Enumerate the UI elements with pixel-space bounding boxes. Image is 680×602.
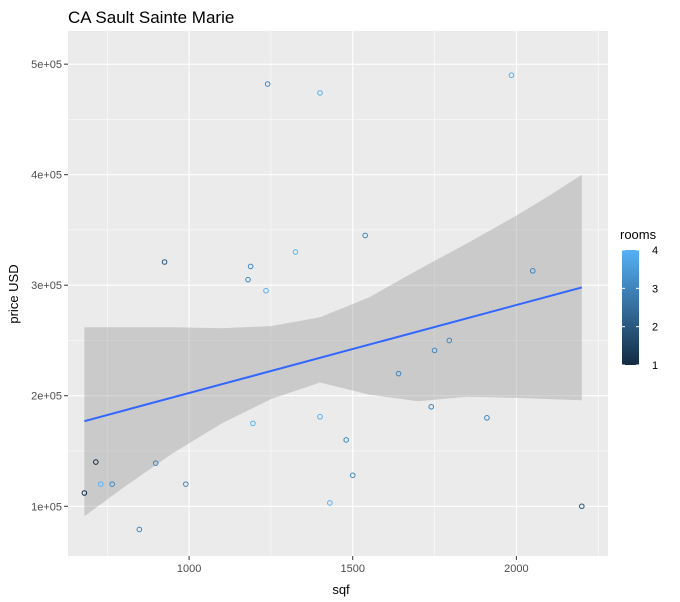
x-axis-title: sqf xyxy=(332,582,350,597)
legend-label: 2 xyxy=(652,322,658,334)
confidence-band xyxy=(84,174,582,517)
data-point xyxy=(263,287,269,294)
data-point xyxy=(161,259,168,265)
data-point xyxy=(245,276,251,283)
legend-ticks: 4 3 2 1 xyxy=(622,245,658,372)
data-point xyxy=(97,481,104,487)
data-point xyxy=(327,500,333,506)
legend-label: 3 xyxy=(652,283,658,295)
data-point xyxy=(93,459,99,465)
data-point xyxy=(250,420,256,427)
legend-title: rooms xyxy=(620,227,657,242)
legend-colorbar xyxy=(622,250,639,365)
y-axis-title: price USD xyxy=(6,264,21,323)
grid-minor xyxy=(68,31,608,556)
y-tick-label: 2e+05 xyxy=(31,391,62,403)
data-point xyxy=(428,403,435,410)
y-axis: 1e+05 2e+05 3e+05 4e+05 5e+05 xyxy=(31,59,68,513)
color-legend: rooms 4 3 2 1 xyxy=(620,227,658,372)
legend-label: 4 xyxy=(652,245,658,257)
data-point xyxy=(109,481,115,487)
data-point xyxy=(264,81,271,87)
y-tick-label: 1e+05 xyxy=(31,501,62,513)
x-tick-label: 1000 xyxy=(177,563,201,575)
data-point xyxy=(431,347,438,354)
x-axis: 1000 1500 2000 xyxy=(177,556,529,575)
data-point xyxy=(81,490,88,496)
data-points xyxy=(81,72,585,533)
y-tick-label: 3e+05 xyxy=(31,280,62,292)
plot-panel xyxy=(68,31,608,556)
data-point xyxy=(579,503,585,510)
data-point xyxy=(343,437,349,443)
y-tick-label: 4e+05 xyxy=(31,170,62,182)
legend-label: 1 xyxy=(652,360,658,372)
data-point xyxy=(183,481,189,487)
data-point xyxy=(317,90,323,96)
grid-major xyxy=(68,31,608,556)
data-point xyxy=(247,263,254,270)
y-tick-label: 5e+05 xyxy=(31,59,62,71)
data-point xyxy=(349,472,356,479)
regression-line xyxy=(84,286,583,423)
data-point xyxy=(446,337,453,344)
data-point xyxy=(152,460,159,466)
data-point xyxy=(395,370,402,377)
data-point xyxy=(136,526,143,533)
x-tick-label: 1500 xyxy=(340,563,364,575)
data-point xyxy=(484,415,490,421)
x-tick-label: 2000 xyxy=(504,563,528,575)
data-point xyxy=(529,268,536,274)
data-point xyxy=(292,249,299,255)
chart-title: CA Sault Sainte Marie xyxy=(68,8,234,27)
data-point xyxy=(362,232,368,239)
data-point xyxy=(317,413,323,420)
data-point xyxy=(508,72,515,79)
